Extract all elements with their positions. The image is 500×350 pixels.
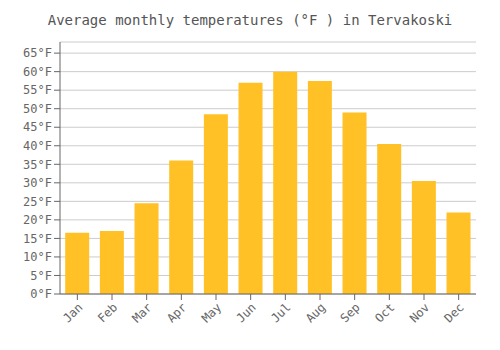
svg-text:45°F: 45°F	[23, 120, 52, 134]
svg-text:Apr: Apr	[164, 300, 189, 325]
svg-text:20°F: 20°F	[23, 213, 52, 227]
svg-text:40°F: 40°F	[23, 139, 52, 153]
svg-text:Dec: Dec	[442, 300, 467, 325]
svg-text:50°F: 50°F	[23, 102, 52, 116]
svg-text:Aug: Aug	[303, 300, 328, 325]
html-text:Average monthly temperatures (: Average monthly temperatures (°F ) in Te…	[47, 12, 453, 28]
svg-text:5°F: 5°F	[30, 269, 52, 283]
svg-text:25°F: 25°F	[23, 195, 52, 209]
svg-text:Jan: Jan	[60, 300, 85, 325]
svg-text:Sep: Sep	[338, 300, 363, 325]
svg-text:May: May	[199, 300, 224, 325]
svg-text:Oct: Oct	[372, 300, 397, 325]
svg-text:60°F: 60°F	[23, 65, 52, 79]
svg-text:35°F: 35°F	[23, 158, 52, 172]
svg-text:15°F: 15°F	[23, 232, 52, 246]
svg-text:Jun: Jun	[234, 300, 259, 325]
svg-text:30°F: 30°F	[23, 176, 52, 190]
svg-text:10°F: 10°F	[23, 250, 52, 264]
svg-text:Jul: Jul	[268, 300, 293, 325]
svg-text:0°F: 0°F	[30, 287, 52, 301]
svg-text:Mar: Mar	[130, 300, 155, 325]
svg-text:65°F: 65°F	[23, 46, 52, 60]
svg-text:Nov: Nov	[407, 300, 432, 325]
svg-text:55°F: 55°F	[23, 83, 52, 97]
svg-text:Feb: Feb	[95, 300, 120, 325]
